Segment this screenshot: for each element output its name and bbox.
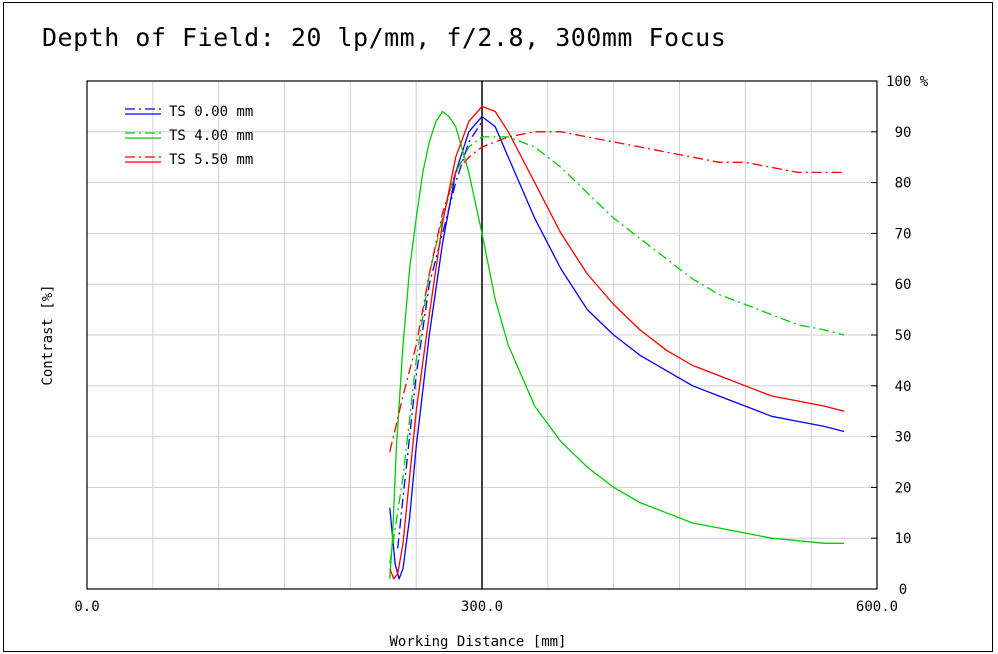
series-line (389, 105, 845, 580)
series-line (389, 115, 845, 580)
y-tick-label: 0 (899, 582, 907, 598)
y-tick-label: 80 (895, 176, 912, 192)
y-axis-label: Contrast [%] (40, 284, 56, 385)
y-tick-label: 10 (895, 531, 912, 547)
series-line (389, 131, 845, 452)
x-tick-label: 600.0 (856, 599, 898, 615)
series-layer (389, 105, 845, 580)
legend: TS 0.00 mm TS 4.00 mm TS 5.50 mm (125, 104, 253, 168)
legend-label: TS 5.50 mm (169, 152, 253, 168)
legend-label: TS 4.00 mm (169, 128, 253, 144)
x-axis-label: Working Distance [mm] (389, 634, 566, 650)
y-axis-unit-label: 100 % (886, 74, 929, 90)
y-tick-label: 40 (895, 379, 912, 395)
x-tick-label: 0.0 (74, 599, 99, 615)
tick-labels: 0 10 20 30 40 50 60 70 80 90 0.0 300.0 600.0 (74, 125, 911, 615)
y-tick-label: 60 (895, 277, 912, 293)
legend-label: TS 0.00 mm (169, 104, 253, 120)
axes (86, 80, 878, 590)
chart-frame: Depth of Field: 20 lp/mm, f/2.8, 300mm F… (3, 2, 993, 652)
series-line (389, 110, 845, 579)
y-tick-label: 90 (895, 125, 912, 141)
x-tick-label: 300.0 (461, 599, 503, 615)
series-line (389, 136, 845, 564)
y-tick-label: 70 (895, 226, 912, 242)
y-tick-label: 30 (895, 430, 912, 446)
y-tick-label: 20 (895, 480, 912, 496)
series-line (397, 121, 483, 549)
chart-title: Depth of Field: 20 lp/mm, f/2.8, 300mm F… (42, 23, 727, 52)
y-tick-label: 50 (895, 328, 912, 344)
